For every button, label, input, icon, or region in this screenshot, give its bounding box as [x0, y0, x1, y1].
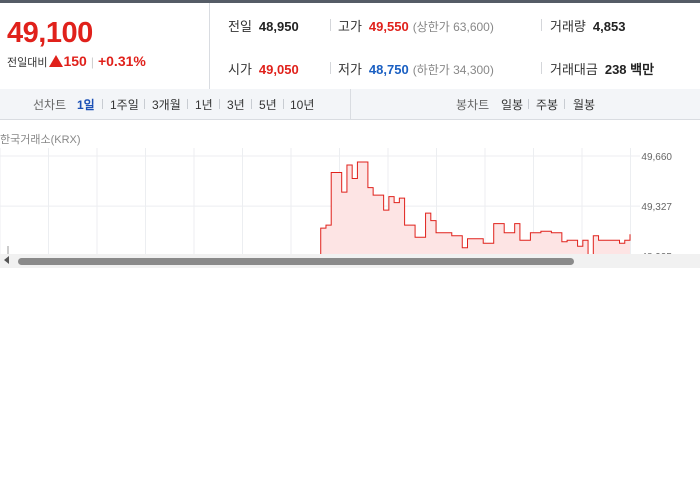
y-tick-label: 49,660	[641, 152, 672, 163]
upper-limit: (상한가 63,600)	[412, 20, 494, 34]
scroll-left-icon[interactable]	[4, 256, 9, 264]
low-label: 저가	[338, 62, 362, 77]
stat-divider	[330, 19, 331, 31]
current-price: 49,100	[7, 17, 93, 49]
volume-stat: 거래량 4,853	[550, 16, 625, 35]
low-value: 48,750	[368, 62, 409, 77]
period-divider	[102, 99, 103, 109]
change-row: 전일대비 150 | +0.31%	[7, 53, 146, 70]
amount-value: 238 백만	[604, 62, 655, 77]
amount-label: 거래대금	[550, 62, 598, 77]
intraday-price-chart: 49,660 49,327 48,995	[0, 148, 672, 254]
price-line	[320, 161, 631, 254]
high-label: 고가	[338, 19, 362, 34]
low-stat: 저가 48,750 (하한가 34,300)	[338, 59, 494, 78]
period-divider	[219, 99, 220, 109]
prev-close-stat: 전일 48,950	[228, 16, 299, 35]
period-divider	[144, 99, 145, 109]
stat-divider	[541, 19, 542, 31]
period-bar: 선차트 1일 1주일 3개월 1년 3년 5년 10년 봉차트 일봉 주봉 월봉	[0, 89, 700, 120]
high-stat: 고가 49,550 (상한가 63,600)	[338, 16, 494, 35]
open-label: 시가	[228, 62, 252, 77]
change-value: 150	[63, 53, 87, 69]
price-area	[320, 162, 630, 254]
line-chart-label: 선차트	[33, 98, 67, 112]
period-daily-candle[interactable]: 일봉	[501, 98, 524, 112]
period-bar-divider	[350, 89, 351, 119]
stat-divider	[330, 62, 331, 74]
exchange-label: 한국거래소(KRX)	[0, 134, 81, 146]
period-1w[interactable]: 1주일	[110, 98, 139, 112]
period-weekly-candle[interactable]: 주봉	[536, 98, 559, 112]
candle-chart-label: 봉차트	[456, 98, 490, 112]
volume-label: 거래량	[550, 19, 586, 34]
period-divider	[528, 99, 529, 109]
stat-divider	[541, 62, 542, 74]
price-box: 49,100 전일대비 150 | +0.31%	[0, 3, 210, 89]
prev-close-label: 전일	[228, 19, 252, 34]
period-divider	[187, 99, 188, 109]
top-border	[0, 0, 700, 3]
open-stat: 시가 49,050	[228, 59, 299, 78]
lower-limit: (하한가 34,300)	[412, 63, 494, 77]
open-value: 49,050	[258, 62, 299, 77]
change-label: 전일대비	[7, 57, 48, 69]
period-5y[interactable]: 5년	[259, 98, 277, 112]
chart-scrollbar-thumb[interactable]	[18, 258, 574, 265]
triangle-up-icon	[49, 55, 64, 67]
prev-close-value: 48,950	[258, 19, 299, 34]
period-divider	[251, 99, 252, 109]
period-1y[interactable]: 1년	[195, 98, 213, 112]
change-divider: |	[90, 55, 94, 69]
period-3y[interactable]: 3년	[227, 98, 245, 112]
period-divider	[283, 99, 284, 109]
quote-panel: 49,100 전일대비 150 | +0.31% 전일 48,950 고가 49,550(…	[0, 3, 700, 90]
amount-stat: 거래대금 238 백만	[550, 59, 654, 78]
period-1d[interactable]: 1일	[77, 98, 95, 112]
high-value: 49,550	[368, 19, 409, 34]
period-10y[interactable]: 10년	[290, 98, 315, 112]
period-3m[interactable]: 3개월	[152, 98, 181, 112]
period-divider	[564, 99, 565, 109]
y-tick-label: 48,995	[641, 252, 672, 254]
y-tick-label: 49,327	[641, 202, 672, 213]
period-monthly-candle[interactable]: 월봉	[573, 98, 596, 112]
volume-value: 4,853	[592, 19, 626, 34]
change-rate: +0.31%	[97, 53, 146, 69]
